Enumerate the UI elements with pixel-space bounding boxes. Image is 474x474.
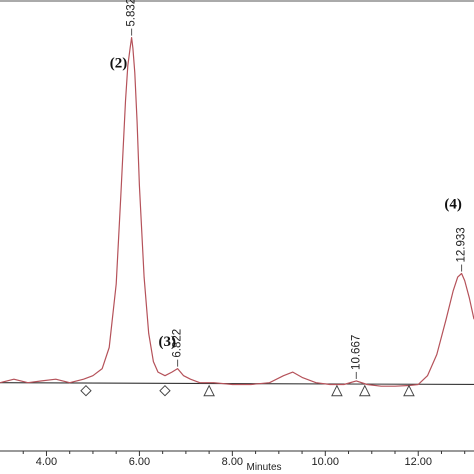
x-tick-label: 10.00 [312, 456, 340, 468]
x-axis-label: Minutes [246, 462, 281, 473]
chromatogram-trace [0, 37, 474, 387]
retention-time-label: 5.832 [126, 0, 138, 27]
annotation-layer: 5.832 6.822 10.667 12.933 (2) (3) (4) [110, 0, 468, 379]
diamond-marker [80, 384, 92, 397]
retention-time-label: 10.667 [350, 335, 362, 370]
baseline-layer [0, 382, 474, 386]
diamond-marker [159, 384, 171, 397]
x-tick-label: 4.00 [36, 456, 57, 468]
triangle-marker [331, 384, 343, 397]
x-tick-label: 12.00 [404, 456, 432, 468]
integration-markers [80, 384, 415, 397]
triangle-marker [203, 384, 215, 397]
triangle-marker [358, 384, 371, 397]
x-tick-label: 8.00 [222, 456, 243, 468]
peak-number-label: (3) [159, 334, 177, 350]
retention-time-label: 12.933 [456, 227, 468, 262]
peak-number-label: (2) [110, 56, 128, 72]
baseline [0, 382, 474, 386]
retention-time-label: 6.822 [172, 329, 184, 358]
series-layer [0, 37, 474, 387]
triangle-marker [403, 384, 415, 397]
peak-number-label: (4) [444, 196, 462, 212]
x-axis-ticks: 4.00 6.00 8.00 10.00 12.00 [22, 451, 466, 468]
x-tick-label: 6.00 [129, 456, 150, 468]
